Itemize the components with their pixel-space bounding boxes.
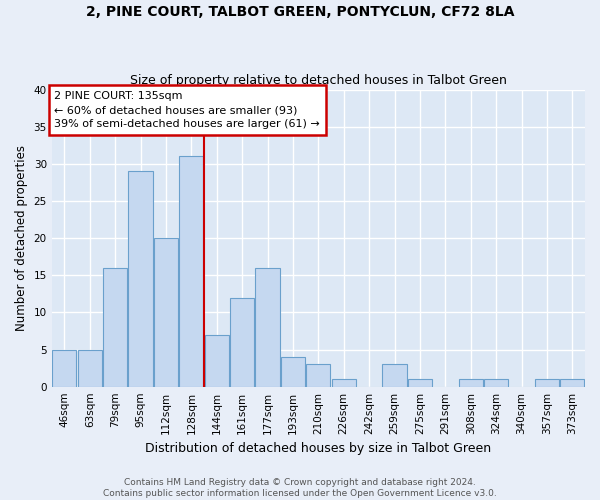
Bar — [332, 380, 356, 386]
Bar — [179, 156, 203, 386]
Bar — [154, 238, 178, 386]
Title: Size of property relative to detached houses in Talbot Green: Size of property relative to detached ho… — [130, 74, 507, 87]
Bar — [281, 357, 305, 386]
Bar — [306, 364, 331, 386]
Bar — [382, 364, 407, 386]
Bar — [458, 380, 483, 386]
Text: 2, PINE COURT, TALBOT GREEN, PONTYCLUN, CF72 8LA: 2, PINE COURT, TALBOT GREEN, PONTYCLUN, … — [86, 5, 514, 19]
Bar — [128, 172, 152, 386]
Bar — [52, 350, 76, 387]
Bar — [560, 380, 584, 386]
Bar — [230, 298, 254, 386]
Text: 2 PINE COURT: 135sqm
← 60% of detached houses are smaller (93)
39% of semi-detac: 2 PINE COURT: 135sqm ← 60% of detached h… — [55, 91, 320, 129]
Bar — [205, 334, 229, 386]
Bar — [484, 380, 508, 386]
Bar — [256, 268, 280, 386]
X-axis label: Distribution of detached houses by size in Talbot Green: Distribution of detached houses by size … — [145, 442, 491, 455]
Bar — [408, 380, 432, 386]
Bar — [103, 268, 127, 386]
Text: Contains HM Land Registry data © Crown copyright and database right 2024.
Contai: Contains HM Land Registry data © Crown c… — [103, 478, 497, 498]
Y-axis label: Number of detached properties: Number of detached properties — [15, 145, 28, 331]
Bar — [77, 350, 102, 387]
Bar — [535, 380, 559, 386]
